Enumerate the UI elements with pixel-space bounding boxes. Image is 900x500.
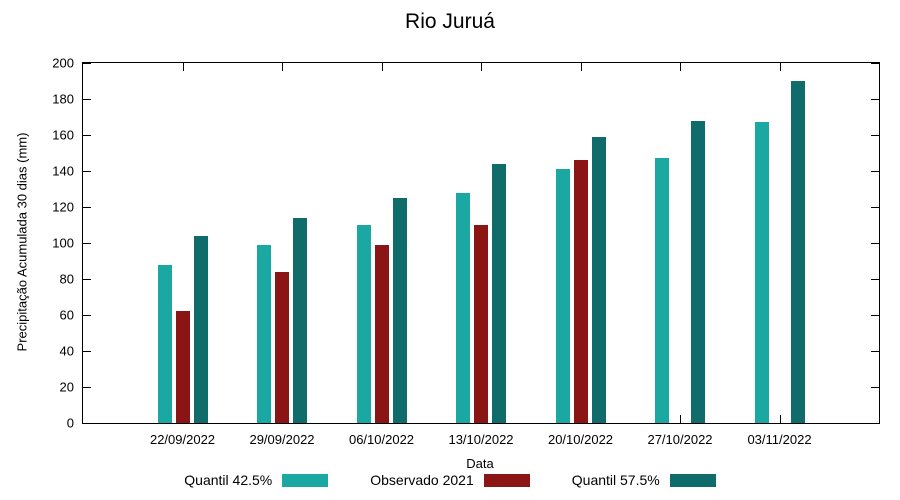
y-tick-label: 80: [59, 271, 74, 287]
y-tick-mark: [83, 315, 91, 316]
x-tick-label: 29/09/2022: [249, 432, 315, 447]
y-tick-label: 40: [59, 343, 74, 359]
bar: [356, 225, 371, 423]
x-tick-mark: [282, 63, 283, 71]
y-axis-label: Precipitação Acumulada 30 dias (mm): [14, 132, 30, 352]
y-tick-mark: [83, 279, 91, 280]
y-tick-mark: [83, 387, 91, 388]
x-tick-mark: [182, 63, 184, 71]
legend-swatch: [483, 473, 530, 487]
bar: [754, 122, 769, 423]
y-tick-mark: [83, 207, 91, 208]
bar: [691, 120, 705, 423]
y-tick-label: 60: [59, 307, 74, 323]
y-tick-mark: [83, 351, 91, 352]
y-tick-mark: [83, 243, 91, 244]
x-tick-label: 22/09/2022: [149, 432, 216, 447]
y-tick-mark: [871, 63, 879, 64]
y-tick-mark: [83, 135, 91, 136]
legend-label: Quantil 42.5%: [184, 472, 273, 488]
legend-swatch: [669, 473, 716, 487]
bar: [790, 81, 805, 423]
y-tick-label: 20: [59, 379, 74, 395]
bar: [157, 264, 172, 423]
bar: [591, 136, 606, 423]
y-tick-mark: [83, 423, 91, 424]
y-tick-mark: [83, 99, 91, 100]
y-tick-label: 180: [52, 91, 74, 107]
bar: [655, 158, 669, 423]
bar: [257, 244, 271, 423]
y-tick-label: 100: [52, 235, 74, 251]
y-tick-label: 0: [66, 415, 74, 431]
bar: [175, 311, 190, 423]
y-tick-mark: [871, 243, 879, 244]
y-tick-label: 140: [52, 163, 74, 179]
y-tick-mark: [83, 171, 91, 172]
x-tick-mark: [680, 415, 681, 423]
y-tick-mark: [871, 351, 879, 352]
x-tick-label: 06/10/2022: [348, 432, 415, 447]
bar: [392, 198, 407, 423]
y-tick-mark: [871, 423, 879, 424]
legend-label: Observado 2021: [370, 472, 474, 488]
bar: [573, 160, 588, 423]
y-tick-mark: [871, 171, 879, 172]
legend: Quantil 42.5% Observado 2021 Quantil 57.5%: [0, 472, 900, 488]
y-tick-mark: [871, 135, 879, 136]
plot-area: 0 20 40 60 80 100 120 140 160 180 200 22/09/2022 29/…: [52, 56, 880, 447]
y-tick-mark: [83, 63, 91, 64]
y-tick-mark: [871, 207, 879, 208]
bar: [193, 235, 208, 423]
bar: [474, 225, 488, 423]
legend-item: Observado 2021: [370, 472, 530, 488]
legend-label: Quantil 57.5%: [571, 472, 660, 488]
y-tick-label: 200: [52, 55, 74, 71]
x-tick-mark: [680, 63, 681, 71]
bar: [275, 271, 289, 423]
bar: [293, 217, 307, 423]
bar: [374, 244, 389, 423]
legend-item: Quantil 57.5%: [572, 472, 716, 488]
y-tick-mark: [871, 387, 879, 388]
x-tick-mark: [481, 63, 482, 71]
x-tick-label: 27/10/2022: [647, 432, 713, 447]
bar: [492, 163, 506, 423]
chart-title: Rio Juruá: [405, 10, 495, 33]
y-tick-mark: [871, 279, 879, 280]
x-axis-label: Data: [466, 456, 494, 471]
x-tick-mark: [381, 63, 383, 71]
x-tick-label: 20/10/2022: [547, 432, 614, 447]
bar: [555, 169, 570, 423]
legend-swatch: [282, 473, 329, 487]
x-tick-mark: [779, 415, 781, 423]
x-tick-label: 03/11/2022: [747, 432, 812, 447]
bar: [456, 192, 470, 423]
y-tick-label: 120: [52, 199, 74, 215]
x-tick-mark: [779, 63, 781, 71]
y-tick-mark: [871, 315, 879, 316]
y-tick-label: 160: [52, 127, 74, 143]
legend-item: Quantil 42.5%: [184, 472, 329, 488]
x-tick-mark: [580, 63, 582, 71]
x-tick-label: 13/10/2022: [448, 432, 514, 447]
y-tick-mark: [871, 99, 879, 100]
